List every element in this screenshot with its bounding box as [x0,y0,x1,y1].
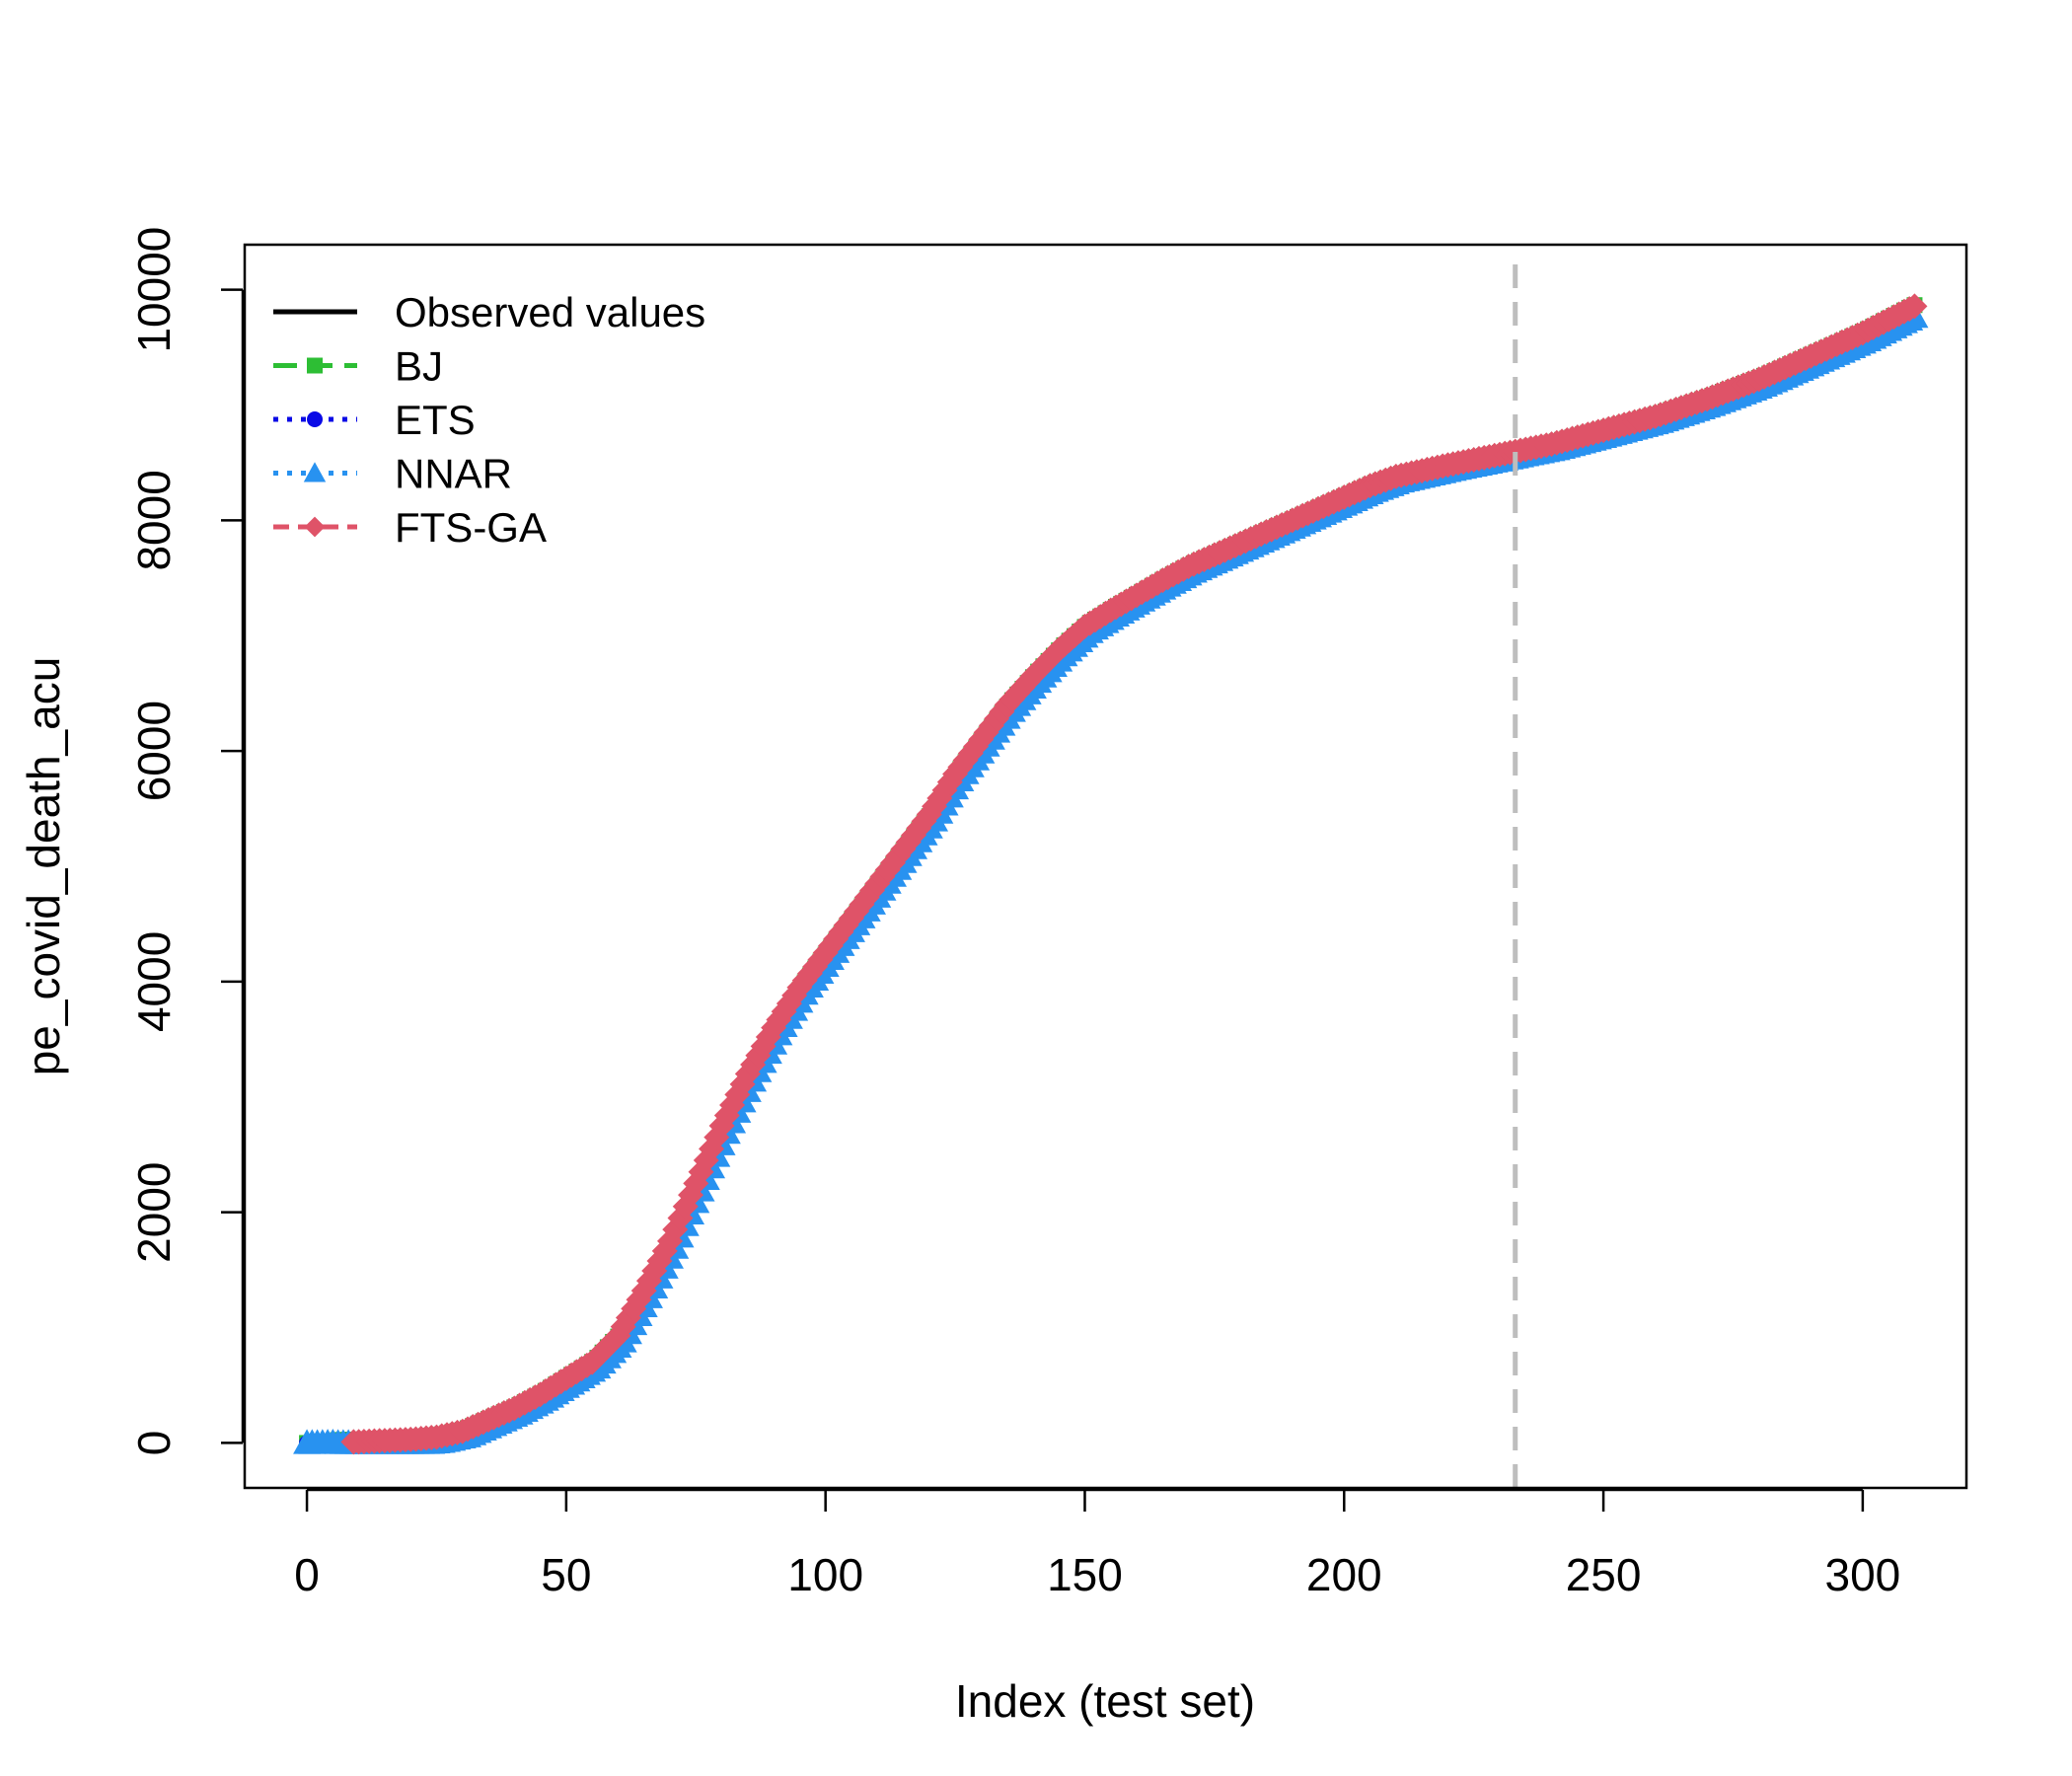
y-tick-label: 8000 [128,470,180,570]
series-line-observed-values [307,305,1916,1445]
legend-label-bj: BJ [395,343,443,390]
x-tick-label: 0 [294,1549,320,1600]
legend: Observed values BJ ETS NNAR FTS-GA [273,289,705,551]
x-tick-label: 50 [541,1549,591,1600]
series-line-ets [307,303,1916,1446]
series-bj [299,297,1923,1451]
series-line-nnar [307,314,1916,1446]
fts-ga-marker [1901,293,1928,320]
x-tick-label: 250 [1566,1549,1642,1600]
x-axis: 0 50 100 150 200 250 300 [294,1488,1901,1600]
ets-marker [307,411,323,427]
x-tick-label: 150 [1047,1549,1123,1600]
series-observed-values [307,305,1916,1445]
series-line-fts-ga [352,301,1918,1448]
x-axis-title: Index (test set) [955,1675,1255,1727]
y-tick-label: 4000 [128,931,180,1032]
y-tick-label: 10000 [128,227,180,353]
bj-marker [307,357,323,374]
y-tick-label: 2000 [128,1161,180,1262]
series-nnar [293,303,1929,1454]
series-ets [299,298,1923,1451]
series-line-bj [307,302,1916,1446]
x-tick-label: 300 [1825,1549,1901,1600]
y-tick-label: 6000 [128,701,180,801]
legend-label-fts-ga: FTS-GA [395,504,547,551]
series-fts-ga [340,293,1928,1455]
series-layer [293,293,1929,1455]
plot-frame [243,243,1968,1490]
fts-ga-marker [304,516,326,538]
x-tick-label: 100 [787,1549,863,1600]
legend-label-nnar: NNAR [395,451,512,497]
legend-label-ets: ETS [395,397,476,443]
y-axis-title: pe_covid_death_acu [18,657,69,1076]
nnar-marker [303,462,327,482]
y-axis: 0 2000 4000 6000 8000 10000 [128,227,245,1456]
x-tick-label: 200 [1306,1549,1382,1600]
y-tick-label: 0 [128,1431,180,1456]
legend-label-observed-values: Observed values [395,289,705,335]
